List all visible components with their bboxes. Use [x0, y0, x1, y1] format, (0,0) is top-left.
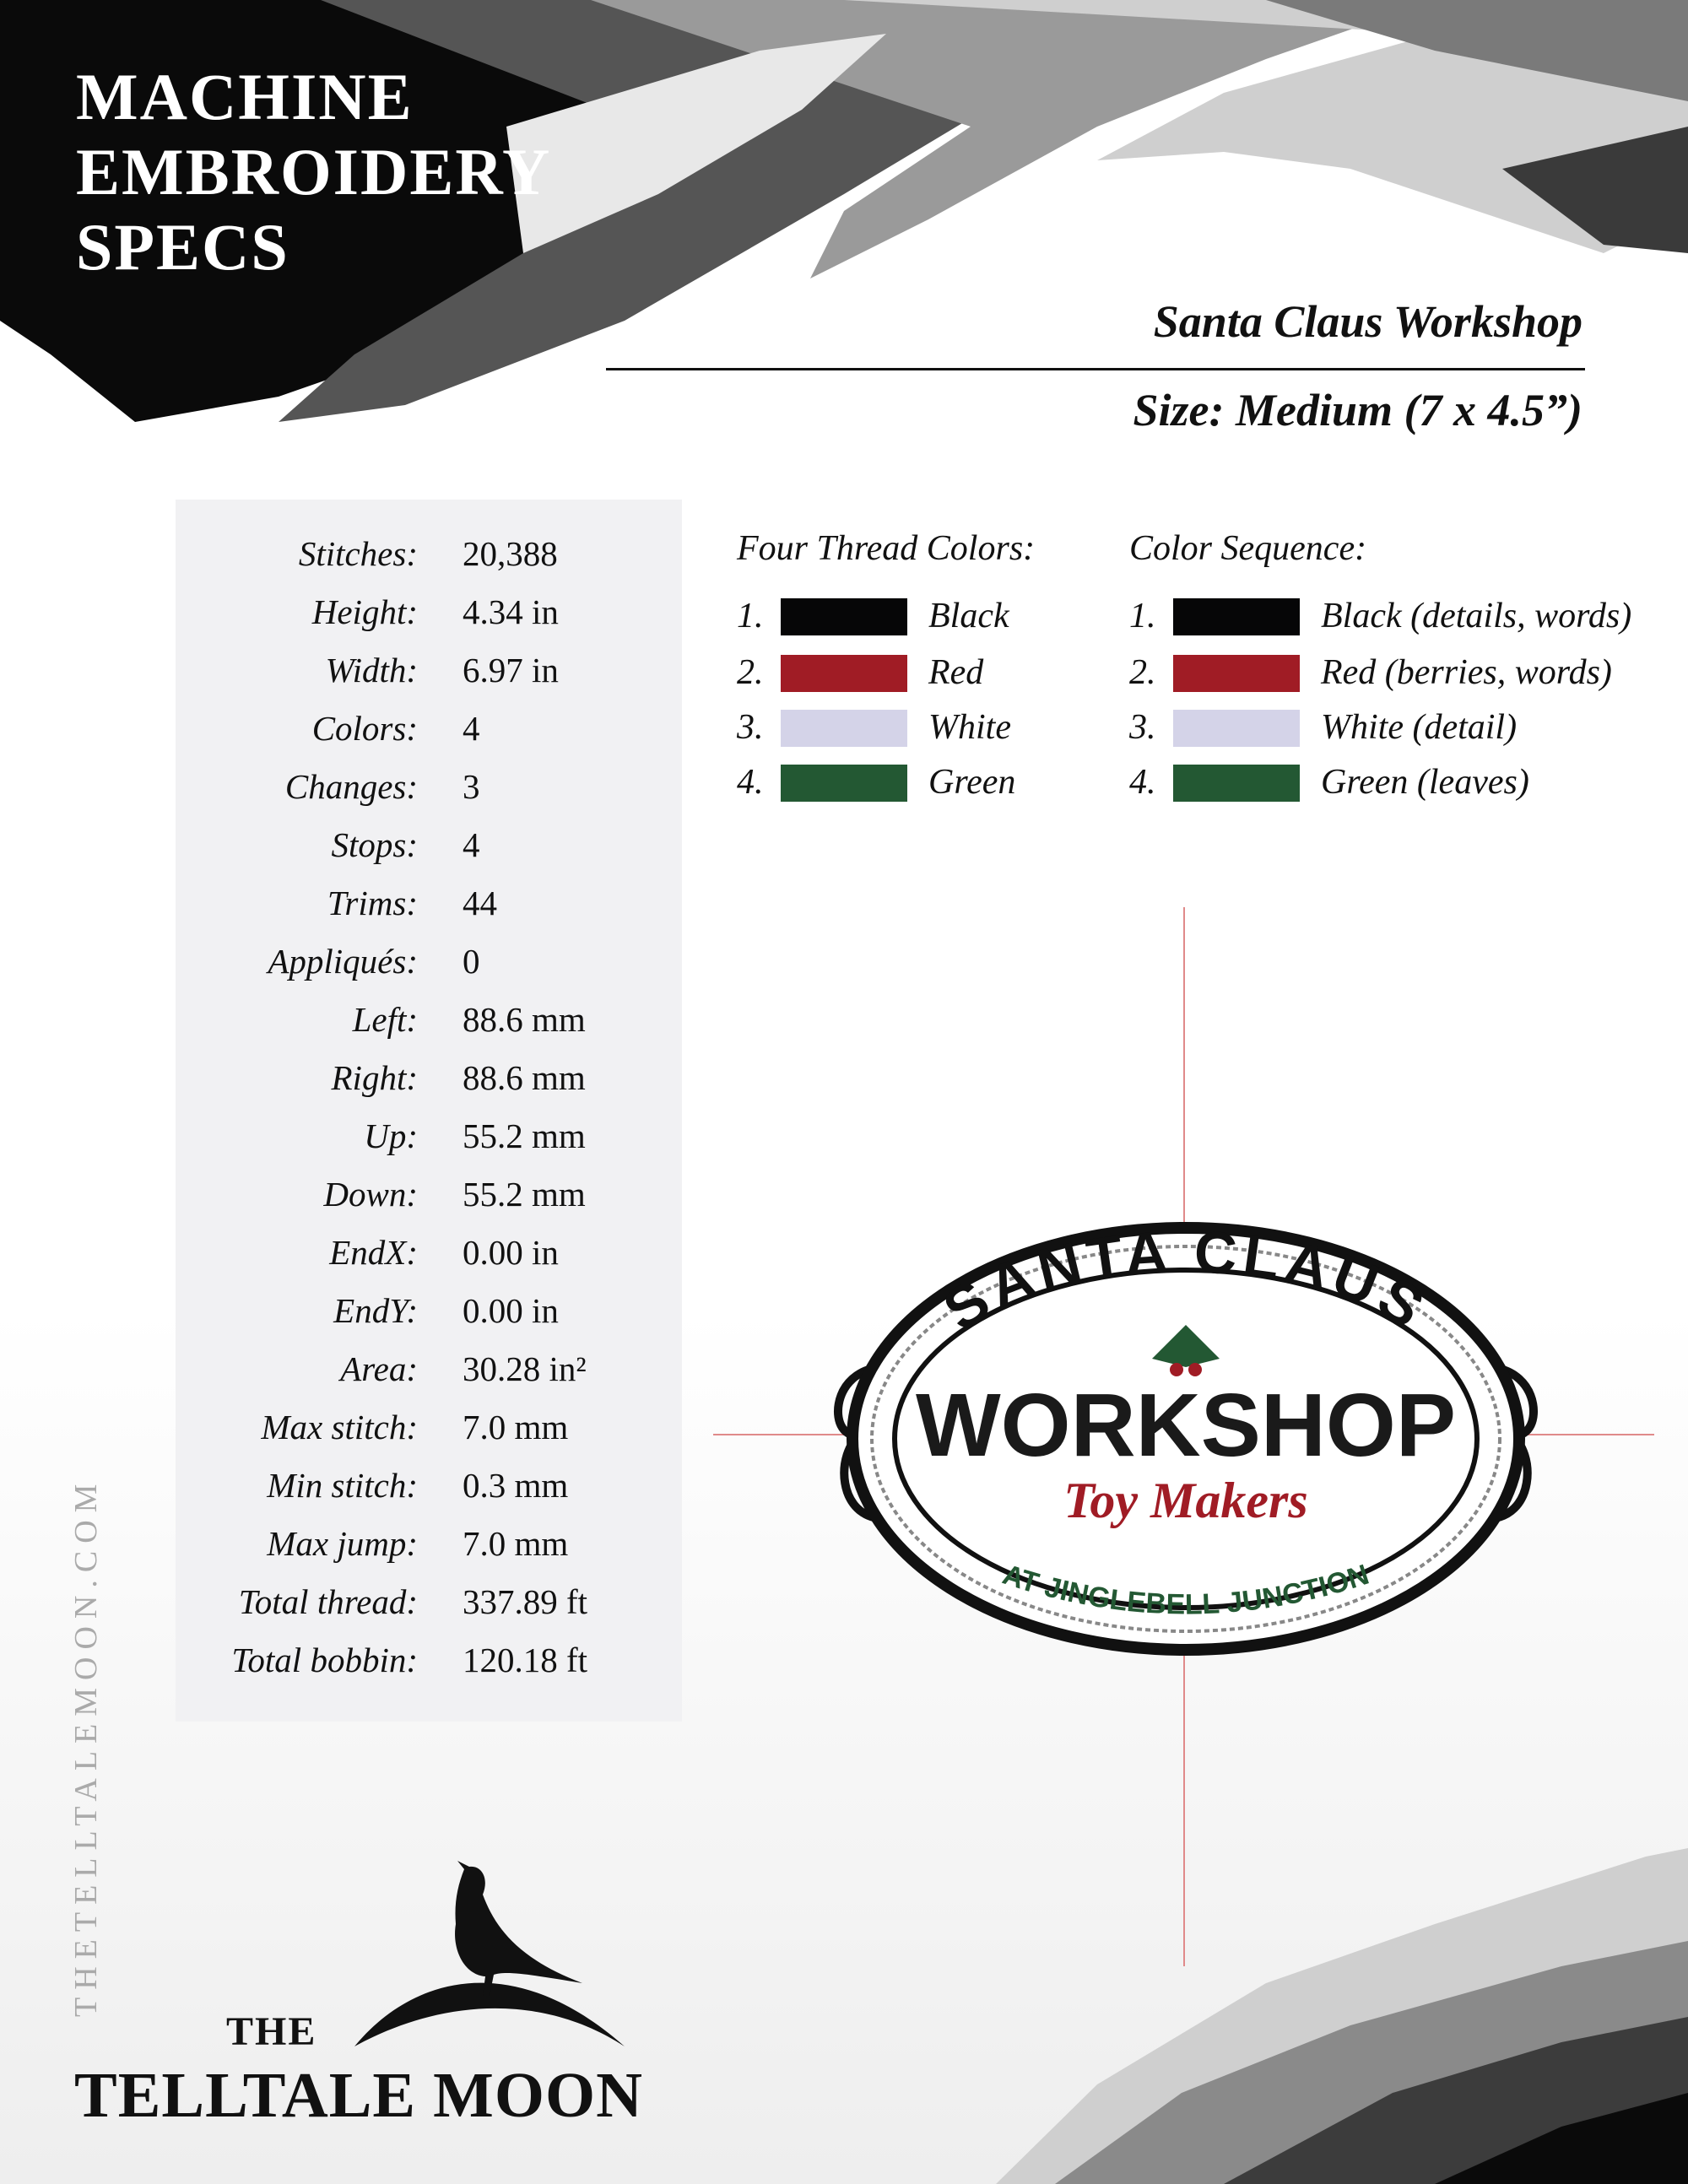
spec-label: Down:: [323, 1175, 418, 1214]
design-script-text: Toy Makers: [1063, 1473, 1307, 1528]
spec-value: 6.97 in: [463, 651, 559, 689]
design-preview: SANTA CLAUS WORKSHOP Toy Makers AT JINGL…: [834, 1219, 1538, 1656]
color-label: Green: [928, 763, 1016, 802]
crow-moon-logo-icon: [354, 1861, 625, 2046]
color-swatch: [1173, 655, 1300, 692]
spec-label: Appliqués:: [268, 942, 418, 981]
spec-label: Colors:: [311, 709, 418, 748]
specs-panel: [176, 500, 682, 1722]
color-sequence-heading: Color Sequence:: [1129, 529, 1367, 568]
color-number: 3.: [1129, 708, 1156, 747]
color-number: 3.: [737, 708, 764, 747]
spec-value: 337.89 ft: [463, 1582, 588, 1621]
spec-value: 0.00 in: [463, 1291, 559, 1330]
color-swatch: [781, 710, 907, 747]
color-label: Red (berries, words): [1321, 653, 1612, 692]
spec-label: EndY:: [333, 1291, 418, 1330]
spec-label: Trims:: [327, 884, 418, 922]
spec-value: 88.6 mm: [463, 1058, 586, 1097]
spec-label: Height:: [311, 592, 418, 631]
spec-value: 0.00 in: [463, 1233, 559, 1272]
spec-label: Area:: [340, 1349, 418, 1388]
spec-value: 30.28 in²: [463, 1349, 587, 1388]
brand-name: TELLTALE MOON: [74, 2060, 643, 2131]
color-label: Black (details, words): [1321, 597, 1632, 635]
color-swatch: [781, 598, 907, 635]
spec-label: Min stitch:: [267, 1466, 418, 1505]
color-number: 2.: [737, 653, 764, 692]
design-main-text: WORKSHOP: [916, 1376, 1456, 1475]
page-title-line-1: MACHINE: [76, 60, 414, 133]
spec-value: 120.18 ft: [463, 1641, 588, 1679]
brush-stroke-top: [0, 0, 1688, 422]
spec-label: Max stitch:: [261, 1408, 418, 1446]
color-label: Black: [928, 597, 1009, 635]
spec-value: 3: [463, 767, 480, 806]
spec-value: 0.3 mm: [463, 1466, 569, 1505]
color-label: White: [928, 708, 1011, 747]
design-name: Santa Claus Workshop: [1153, 296, 1582, 347]
spec-value: 7.0 mm: [463, 1524, 569, 1563]
color-swatch: [781, 765, 907, 802]
spec-label: Total thread:: [238, 1582, 418, 1621]
spec-value: 7.0 mm: [463, 1408, 569, 1446]
website-url: THETELLTALEMOON.COM: [68, 1476, 104, 2017]
color-swatch: [781, 655, 907, 692]
color-label: Red: [928, 653, 984, 692]
page-title-line-2: EMBROIDERY: [76, 135, 552, 208]
spec-label: Stitches:: [298, 534, 418, 573]
spec-value: 44: [463, 884, 497, 922]
spec-value: 0: [463, 942, 480, 981]
color-label: Green (leaves): [1321, 763, 1529, 802]
spec-value: 4.34 in: [463, 592, 559, 631]
color-number: 2.: [1129, 653, 1156, 692]
brand-the: THE: [226, 2009, 317, 2054]
holly-icon: [1152, 1325, 1220, 1376]
spec-label: Right:: [331, 1058, 418, 1097]
spec-label: Left:: [352, 1000, 418, 1039]
color-label: White (detail): [1321, 708, 1518, 747]
spec-value: 88.6 mm: [463, 1000, 586, 1039]
page-title-line-3: SPECS: [76, 210, 289, 284]
color-number: 4.: [1129, 763, 1156, 802]
spec-value: 20,388: [463, 534, 558, 573]
design-size: Size: Medium (7 x 4.5”): [1133, 385, 1583, 435]
color-number: 1.: [737, 597, 764, 635]
spec-label: Changes:: [284, 767, 418, 806]
color-swatch: [1173, 598, 1300, 635]
spec-label: Total bobbin:: [231, 1641, 418, 1679]
color-swatch: [1173, 710, 1300, 747]
spec-label: Width:: [325, 651, 418, 689]
color-swatch: [1173, 765, 1300, 802]
spec-value: 4: [463, 709, 480, 748]
spec-label: Max jump:: [267, 1524, 418, 1563]
color-number: 4.: [737, 763, 764, 802]
thread-colors-heading: Four Thread Colors:: [737, 529, 1036, 568]
spec-label: EndX:: [329, 1233, 418, 1272]
divider: [606, 368, 1585, 370]
spec-label: Up:: [364, 1116, 418, 1155]
color-number: 1.: [1129, 597, 1156, 635]
spec-value: 55.2 mm: [463, 1175, 586, 1214]
spec-value: 4: [463, 825, 480, 864]
spec-value: 55.2 mm: [463, 1116, 586, 1155]
spec-label: Stops:: [331, 825, 419, 864]
